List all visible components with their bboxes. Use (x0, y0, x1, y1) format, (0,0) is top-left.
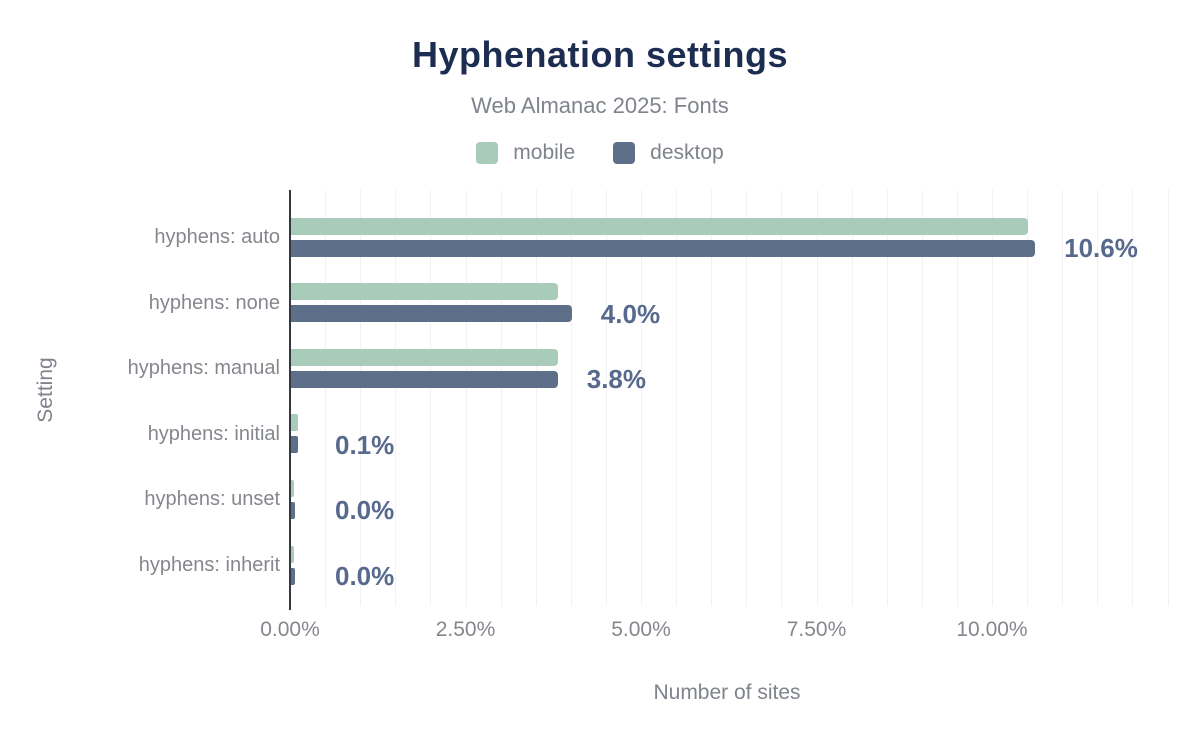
bar-desktop (291, 239, 1036, 257)
desktop-swatch-icon (613, 142, 636, 164)
gridline (711, 190, 713, 606)
gridline (395, 190, 397, 606)
data-label: 10.6% (1064, 233, 1138, 263)
data-label: 3.8% (586, 364, 647, 395)
gridline (535, 190, 537, 606)
gridline (816, 190, 818, 606)
category-label: hyphens: auto (154, 226, 280, 248)
x-tick-label: 0.00% (260, 618, 320, 641)
bar-desktop (291, 370, 558, 388)
bar-mobile (291, 545, 294, 563)
legend-label-mobile: mobile (513, 141, 576, 164)
gridline (465, 190, 467, 606)
gridline (921, 190, 923, 606)
gridline (1062, 190, 1064, 606)
chart-subtitle: Web Almanac 2025: Fonts (471, 93, 729, 118)
bar-desktop (291, 567, 295, 585)
gridline (1132, 190, 1134, 606)
legend-label-desktop: desktop (650, 141, 724, 164)
data-label: 4.0% (600, 298, 661, 329)
gridline (641, 190, 642, 606)
bar-mobile (291, 479, 294, 497)
chart-title: Hyphenation settings (411, 34, 789, 75)
y-axis-line (289, 190, 291, 610)
mobile-swatch-icon (476, 142, 499, 164)
gridline (570, 190, 572, 606)
gridline (956, 190, 958, 606)
gridline (360, 190, 362, 606)
data-label: 0.0% (335, 495, 395, 526)
category-label: hyphens: unset (144, 488, 280, 511)
x-tick-label: 7.50% (786, 618, 847, 641)
x-tick-label: 2.50% (435, 618, 496, 641)
gridline (500, 190, 502, 606)
legend: mobile desktop (0, 141, 1200, 165)
legend-item-desktop: desktop (613, 141, 724, 165)
category-label: hyphens: inherit (138, 554, 280, 576)
gridline (992, 190, 993, 606)
x-tick-label: 5.00% (611, 618, 671, 641)
gridline (781, 190, 783, 606)
gridline (1097, 190, 1099, 606)
gridline (430, 190, 432, 606)
gridline (605, 190, 607, 606)
x-tick-label: 10.00% (956, 618, 1028, 641)
bar-mobile (291, 348, 558, 366)
category-label: hyphens: manual (127, 357, 280, 380)
bar-desktop (291, 436, 299, 454)
gridline (746, 190, 748, 606)
category-label: hyphens: none (148, 291, 280, 314)
gridline (886, 190, 888, 606)
gridline (1167, 190, 1169, 606)
legend-item-mobile: mobile (476, 141, 575, 165)
bar-desktop (291, 305, 572, 323)
gridline (676, 190, 678, 606)
category-label: hyphens: initial (147, 422, 280, 445)
gridline (1027, 190, 1029, 606)
bar-mobile (291, 283, 558, 301)
bar-mobile (291, 414, 299, 432)
data-label: 0.1% (335, 429, 395, 460)
data-label: 0.0% (335, 561, 395, 591)
x-axis-title: Number of sites (653, 681, 801, 704)
gridline (851, 190, 853, 606)
gridline (325, 190, 327, 606)
bar-desktop (291, 501, 295, 519)
bar-mobile (291, 217, 1029, 235)
